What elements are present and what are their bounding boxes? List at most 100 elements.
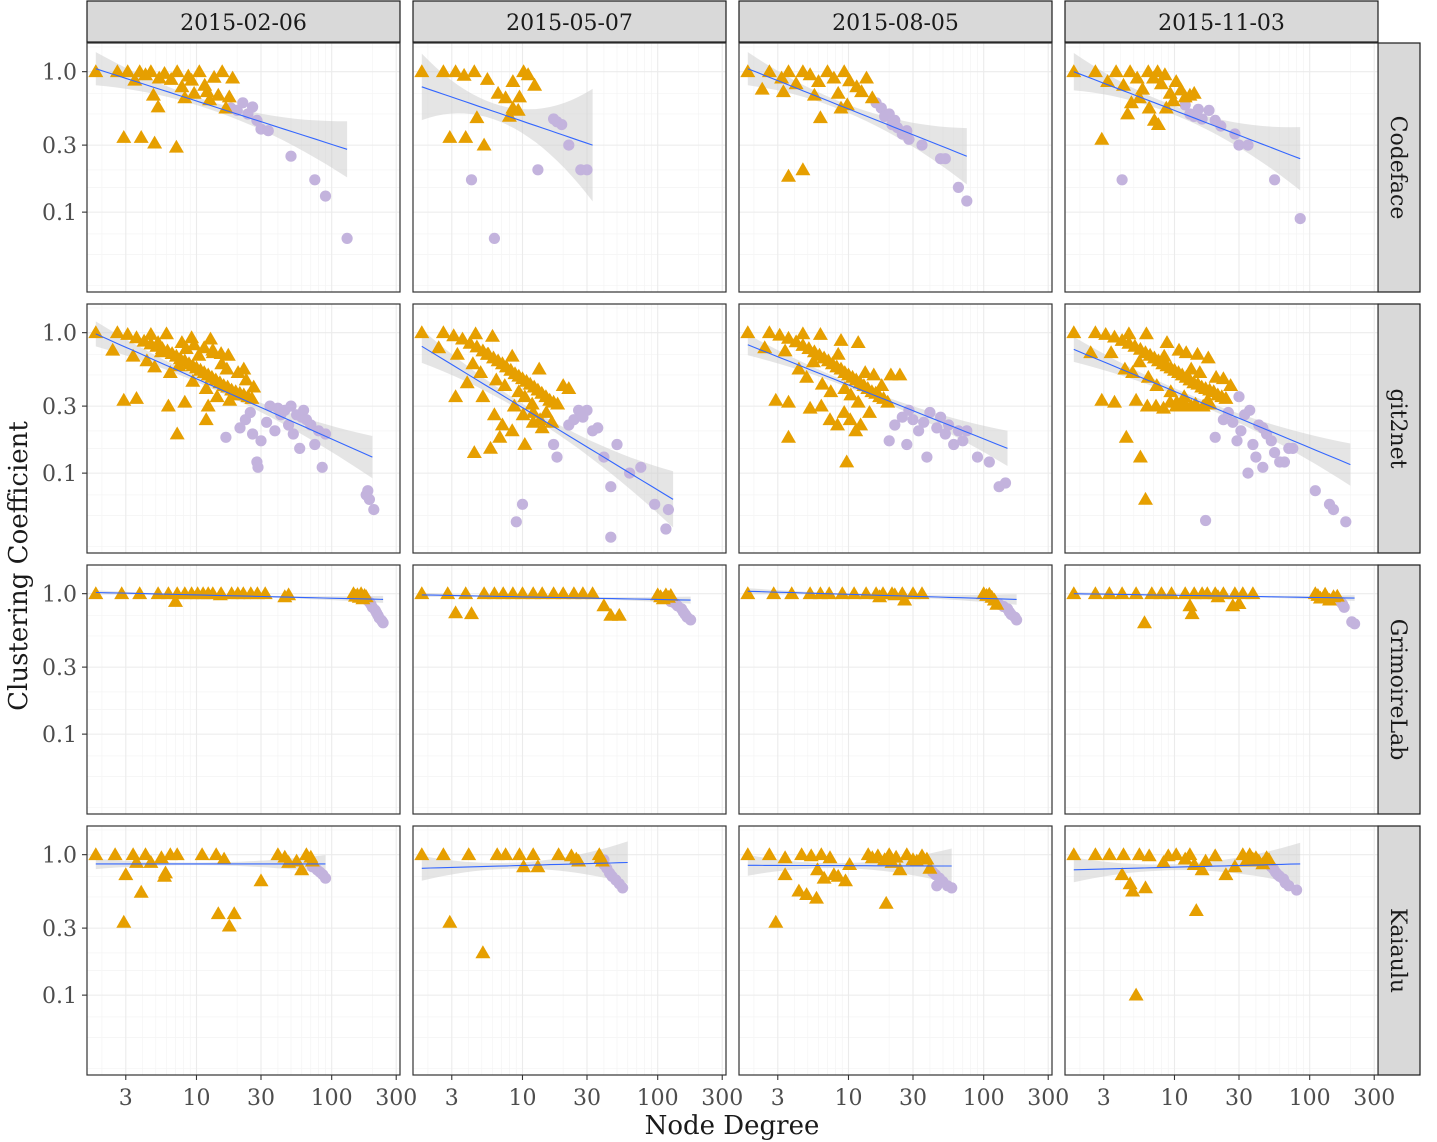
triangle-point <box>892 367 908 381</box>
circle-point <box>247 101 259 113</box>
triangle-point <box>791 883 807 897</box>
row-strip: Codeface <box>1377 42 1421 293</box>
x-tick-label: 100 <box>311 1086 353 1111</box>
panel-grid <box>87 826 400 1075</box>
circle-point <box>532 164 544 176</box>
triangle-point <box>129 391 144 404</box>
circle-point <box>362 485 374 497</box>
circle-point <box>581 164 593 176</box>
triangle-point <box>1107 329 1122 343</box>
fit-line <box>747 864 952 867</box>
triangle-point <box>492 429 508 443</box>
triangle-point <box>200 398 216 412</box>
triangle-point <box>236 361 252 375</box>
triangle-point <box>504 423 520 437</box>
triangle-point <box>456 67 472 81</box>
circle-point <box>319 872 332 884</box>
circle-point <box>465 174 478 186</box>
circle-point <box>1257 461 1269 473</box>
panel-content <box>740 847 958 928</box>
circle-point <box>1338 601 1350 613</box>
circle-point <box>283 419 295 431</box>
triangle-point <box>168 594 183 607</box>
triangle-point <box>791 361 807 375</box>
triangle-point <box>550 396 566 410</box>
triangle-point <box>842 857 858 870</box>
circle-point <box>220 431 232 443</box>
triangle-point <box>1094 392 1110 406</box>
triangle-point <box>468 326 484 340</box>
fit-line <box>421 861 628 869</box>
facet-panel <box>738 825 1053 1076</box>
triangle-point <box>198 381 214 394</box>
y-tick-label: 0.1 <box>42 984 77 1009</box>
triangle-point <box>485 328 500 342</box>
circle-point <box>1309 485 1321 497</box>
y-tick-label: 1.0 <box>42 61 77 86</box>
panel-content <box>740 586 1023 626</box>
column-strips: 2015-02-06 2015-05-07 2015-08-05 2015-11-03 <box>86 0 1379 43</box>
circle-point <box>939 428 951 440</box>
triangle-point <box>1120 106 1136 120</box>
triangle-point <box>1137 615 1152 629</box>
circle-point <box>957 435 969 447</box>
x-tick-label: 300 <box>701 1086 743 1111</box>
triangle-point <box>585 586 601 600</box>
row-strip-label: git2net <box>1385 389 1410 469</box>
triangle-point <box>169 426 185 440</box>
fit-line <box>95 68 348 150</box>
circle-point <box>918 416 930 428</box>
triangle-point <box>199 84 215 98</box>
panel-border <box>738 42 1053 293</box>
panel-content <box>1066 842 1303 1001</box>
triangle-point <box>754 81 770 95</box>
triangle-point <box>1138 880 1153 894</box>
triangle-point <box>147 135 163 149</box>
triangle-point <box>1218 867 1234 881</box>
triangle-point <box>842 412 858 426</box>
triangle-point <box>813 398 829 412</box>
confidence-band <box>95 321 373 479</box>
triangle-point <box>1123 95 1139 109</box>
triangle-point <box>1223 378 1239 391</box>
triangle-point <box>1087 847 1103 861</box>
panel-border <box>1064 825 1379 1076</box>
triangle-point <box>184 330 200 344</box>
triangle-point <box>466 445 482 458</box>
triangle-point <box>238 372 254 386</box>
fit-line <box>747 68 968 157</box>
triangle-point <box>205 342 221 356</box>
triangle-point <box>414 586 430 600</box>
triangle-point <box>476 137 492 151</box>
triangle-point <box>826 70 842 84</box>
triangle-point <box>206 69 222 83</box>
triangle-point <box>810 862 825 876</box>
circle-point <box>316 461 328 473</box>
panel-content <box>414 325 675 543</box>
row-strip: git2net <box>1377 303 1421 554</box>
panel-grid <box>413 304 726 553</box>
panel-content <box>88 321 380 516</box>
circle-point <box>237 97 249 109</box>
triangle-point <box>1135 81 1150 95</box>
triangle-point <box>1116 847 1131 861</box>
triangle-point <box>132 586 148 600</box>
circle-point <box>946 882 958 894</box>
triangle-point <box>781 330 796 344</box>
triangle-point <box>157 66 172 79</box>
triangle-point <box>196 340 212 354</box>
circle-point <box>563 139 575 151</box>
facet-panel <box>1064 42 1379 293</box>
triangle-point <box>177 394 193 408</box>
triangle-point <box>813 847 829 861</box>
panel-content <box>88 586 389 629</box>
circle-point <box>556 119 568 131</box>
x-axis: 3 10 30 100 300 <box>445 1075 743 1111</box>
circle-point <box>1242 139 1254 151</box>
triangle-point <box>838 873 853 887</box>
x-tick-label: 100 <box>963 1086 1005 1111</box>
triangle-point <box>1140 369 1156 383</box>
triangle-point <box>1087 64 1103 78</box>
confidence-band <box>1073 336 1351 486</box>
x-axes: 3 10 30 100 300 3 10 30 100 300 3 10 30 100 300 3 10 30 10… <box>119 1075 1395 1111</box>
